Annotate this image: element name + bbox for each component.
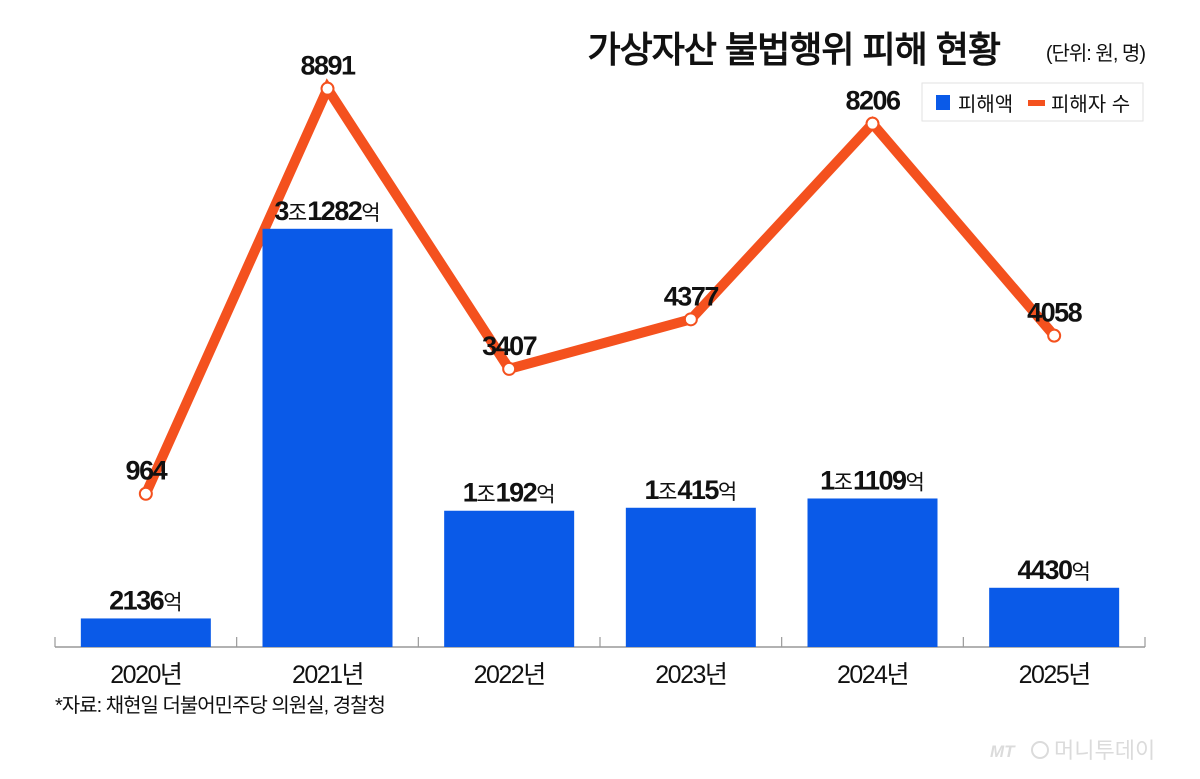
line-value-label: 8891: [300, 51, 356, 81]
line-point: [320, 81, 335, 96]
chart-title-group: 가상자산 불법행위 피해 현황 (단위: 원, 명): [588, 29, 1147, 70]
legend-label-line: 피해자 수: [1051, 93, 1130, 116]
bar: [444, 510, 575, 647]
bar-value-label: 1조1109억: [820, 465, 925, 495]
line-path: [141, 78, 1058, 496]
line-point: [865, 116, 880, 131]
legend: 피해액 피해자 수: [921, 82, 1144, 122]
watermark-logo: MT 머니투데이: [990, 738, 1155, 763]
bar-value-label: 2136억: [109, 585, 182, 615]
bar-value-label: 1조192억: [463, 478, 556, 508]
line-series: [141, 78, 1058, 496]
line-value-label: 8206: [845, 86, 901, 116]
legend-label-bar: 피해액: [958, 93, 1013, 116]
x-axis: 2020년 2021년 2022년 2023년 2024년 2025년: [54, 637, 1146, 689]
bar-value-label: 3조1282억: [274, 196, 380, 226]
bar: [80, 618, 211, 647]
x-tick-label: 2020년: [110, 661, 181, 689]
bar: [262, 228, 393, 647]
unit-note: (단위: 원, 명): [1046, 42, 1145, 65]
line-point: [502, 361, 517, 376]
line-point: [138, 486, 153, 501]
source-note: *자료: 채현일 더불어민주당 의원실, 경찰청: [55, 694, 385, 717]
chart-title: 가상자산 불법행위 피해 현황: [588, 29, 1001, 70]
line-point: [683, 312, 698, 327]
legend-line-swatch: [1028, 100, 1045, 106]
bar-series: [80, 228, 1120, 647]
line-value-label: 964: [126, 456, 168, 486]
x-tick-label: 2024년: [837, 661, 908, 689]
bar: [989, 587, 1120, 647]
line-value-label: 3407: [482, 331, 537, 361]
data-labels: 2136억 3조1282억 1조192억 1조415억 1조1109억 4430억 964 8…: [109, 51, 1091, 616]
line-point: [1047, 328, 1062, 343]
line-value-label: 4377: [664, 281, 719, 311]
x-tick-label: 2025년: [1019, 661, 1090, 689]
bar: [625, 507, 756, 647]
x-tick-label: 2021년: [292, 661, 363, 689]
svg-text:머니투데이: 머니투데이: [1054, 738, 1155, 763]
bar: [807, 498, 938, 647]
x-tick-label: 2022년: [474, 661, 545, 689]
bar-value-label: 4430억: [1017, 555, 1090, 585]
bar-value-label: 1조415억: [644, 475, 737, 505]
line-value-label: 4058: [1027, 298, 1083, 328]
x-tick-label: 2023년: [655, 661, 726, 689]
line-markers: [138, 81, 1062, 501]
legend-bar-swatch: [936, 95, 950, 110]
svg-text:MT: MT: [990, 742, 1016, 761]
